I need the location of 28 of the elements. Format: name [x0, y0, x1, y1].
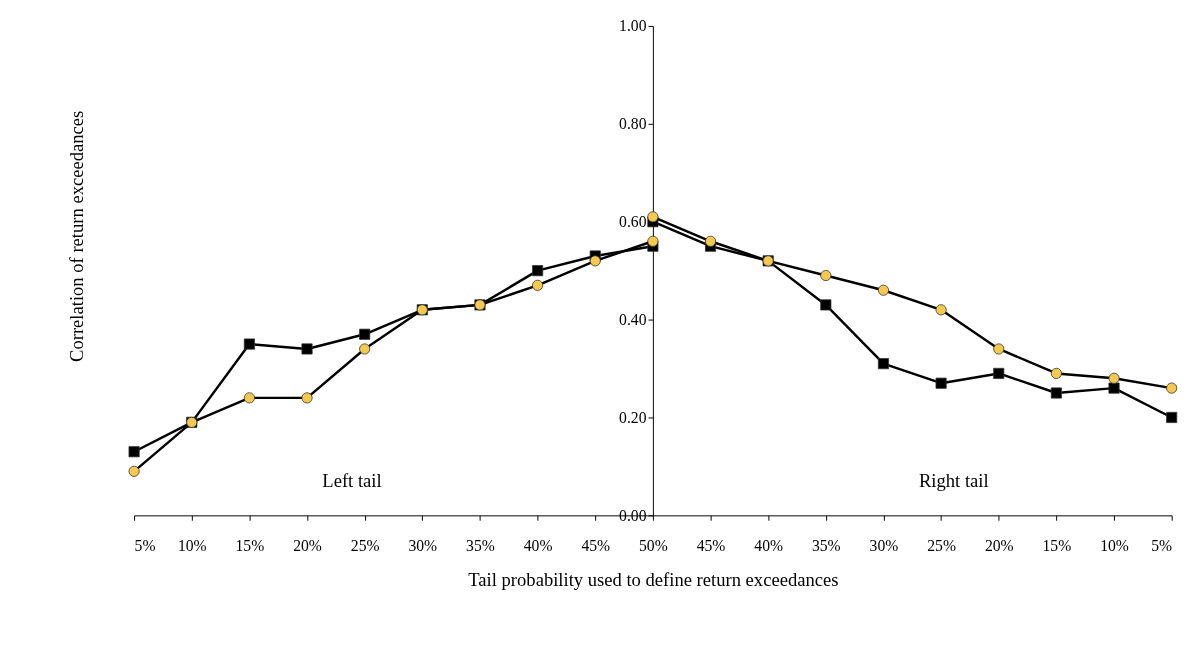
x-tick-label: 30%: [408, 537, 438, 555]
y-tick-label: 0.20: [619, 408, 647, 426]
x-tick-label: 5%: [134, 537, 156, 555]
annotation: Left tail: [322, 469, 382, 491]
x-tick-label: 10%: [177, 537, 207, 555]
x-tick-label: 20%: [984, 537, 1014, 555]
x-tick-label: 25%: [350, 537, 380, 555]
x-tick-label: 50%: [639, 537, 668, 555]
x-tick-label: 40%: [523, 537, 553, 555]
y-tick-label: 1.00: [619, 17, 647, 35]
x-tick-label: 40%: [754, 537, 784, 555]
y-tick-label: 0.80: [619, 115, 647, 133]
x-tick-label: 20%: [293, 537, 322, 555]
x-tick-label: 35%: [466, 537, 495, 555]
y-tick-label: 0.40: [619, 310, 647, 328]
x-tick-label: 5%: [1151, 537, 1173, 555]
x-tick-label: 10%: [1100, 537, 1129, 555]
x-tick-label: 35%: [811, 537, 841, 555]
y-tick-label: 0.60: [619, 213, 647, 231]
y-axis-title: Correlation of return exceedances: [66, 110, 88, 362]
x-tick-label: 45%: [581, 537, 611, 555]
x-tick-label: 25%: [927, 537, 956, 555]
x-tick-label: 45%: [696, 537, 726, 555]
x-axis-title: Tail probability used to define return exceedances: [468, 569, 839, 591]
annotation: Right tail: [918, 469, 989, 491]
x-tick-label: 15%: [1042, 537, 1072, 555]
x-tick-label: 30%: [869, 537, 899, 555]
x-tick-label: 15%: [235, 537, 265, 555]
